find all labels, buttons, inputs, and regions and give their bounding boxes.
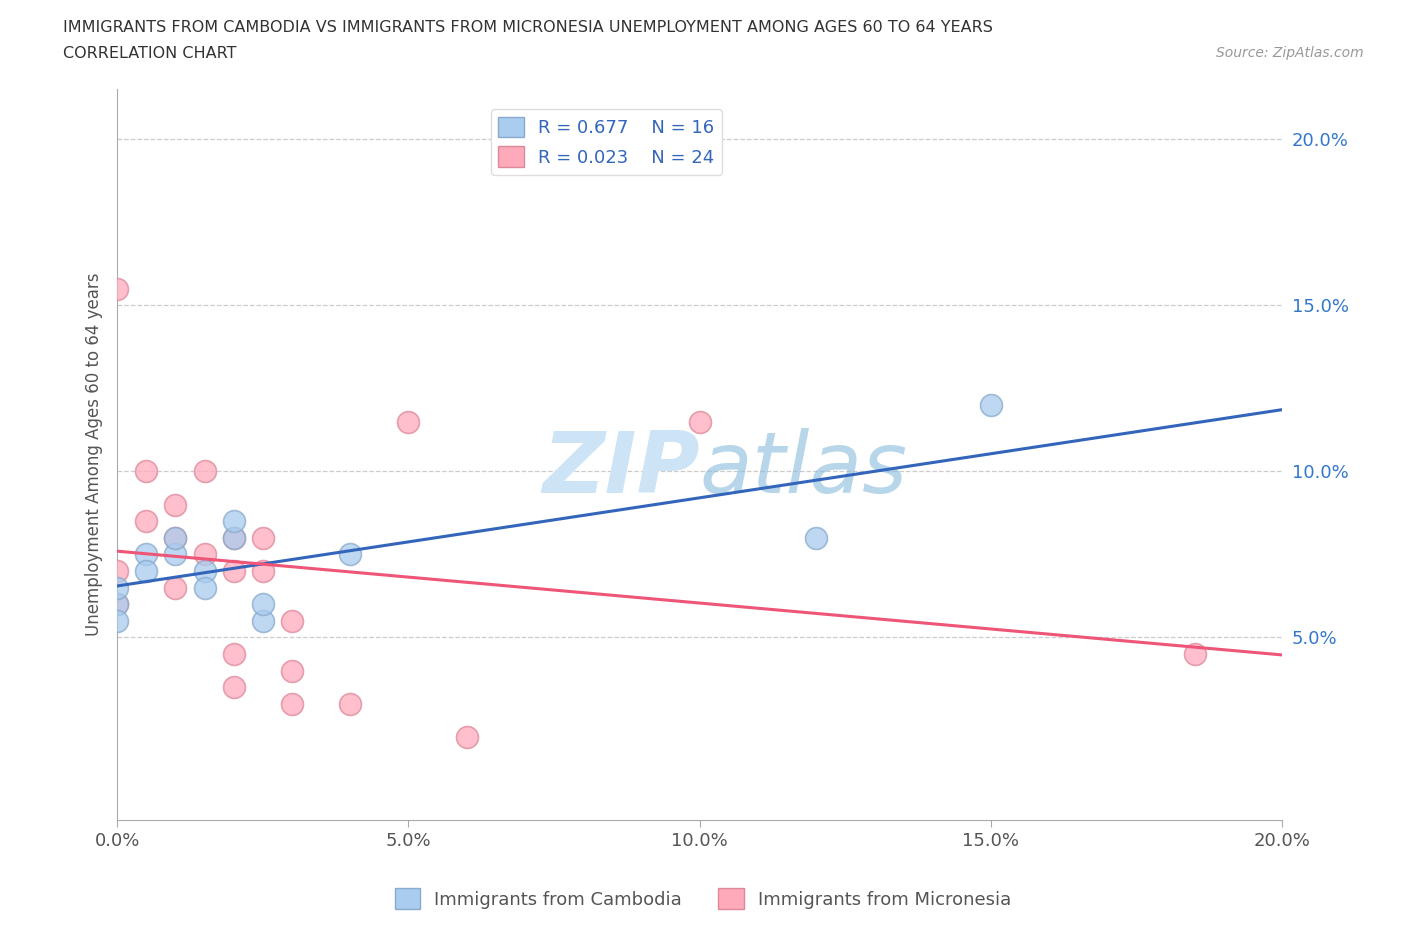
Point (281, 614, 304, 629)
Text: atlas: atlas (700, 428, 908, 511)
Point (222, 680, 245, 695)
Point (252, 564, 274, 578)
Point (252, 530, 274, 545)
Y-axis label: Unemployment Among Ages 60 to 64 years: Unemployment Among Ages 60 to 64 years (86, 273, 103, 636)
Point (135, 564, 157, 578)
Point (456, 730, 478, 745)
Text: CORRELATION CHART: CORRELATION CHART (63, 46, 236, 61)
Point (1184, 646, 1206, 661)
Point (165, 530, 187, 545)
Point (689, 414, 711, 429)
Text: ZIP: ZIP (543, 428, 700, 511)
Point (222, 530, 245, 545)
Point (252, 614, 274, 629)
Point (105, 597, 128, 612)
Point (193, 464, 215, 479)
Point (135, 464, 157, 479)
Point (105, 597, 128, 612)
Point (339, 547, 361, 562)
Point (105, 614, 128, 629)
Point (252, 597, 274, 612)
Point (105, 281, 128, 296)
Point (222, 513, 245, 528)
Point (135, 547, 157, 562)
Text: Source: ZipAtlas.com: Source: ZipAtlas.com (1216, 46, 1364, 60)
Point (339, 697, 361, 711)
Point (105, 580, 128, 595)
Point (165, 547, 187, 562)
Point (165, 498, 187, 512)
Point (165, 580, 187, 595)
Point (135, 513, 157, 528)
Point (193, 564, 215, 578)
Point (193, 547, 215, 562)
Point (165, 530, 187, 545)
Legend: Immigrants from Cambodia, Immigrants from Micronesia: Immigrants from Cambodia, Immigrants fro… (388, 881, 1018, 916)
Point (281, 663, 304, 678)
Point (281, 697, 304, 711)
Text: IMMIGRANTS FROM CAMBODIA VS IMMIGRANTS FROM MICRONESIA UNEMPLOYMENT AMONG AGES 6: IMMIGRANTS FROM CAMBODIA VS IMMIGRANTS F… (63, 20, 993, 35)
Legend: R = 0.677    N = 16, R = 0.023    N = 24: R = 0.677 N = 16, R = 0.023 N = 24 (491, 110, 721, 175)
Point (222, 646, 245, 661)
Point (193, 580, 215, 595)
Point (396, 414, 419, 429)
Point (980, 397, 1002, 412)
Point (222, 530, 245, 545)
Point (222, 564, 245, 578)
Point (804, 530, 827, 545)
Point (105, 564, 128, 578)
